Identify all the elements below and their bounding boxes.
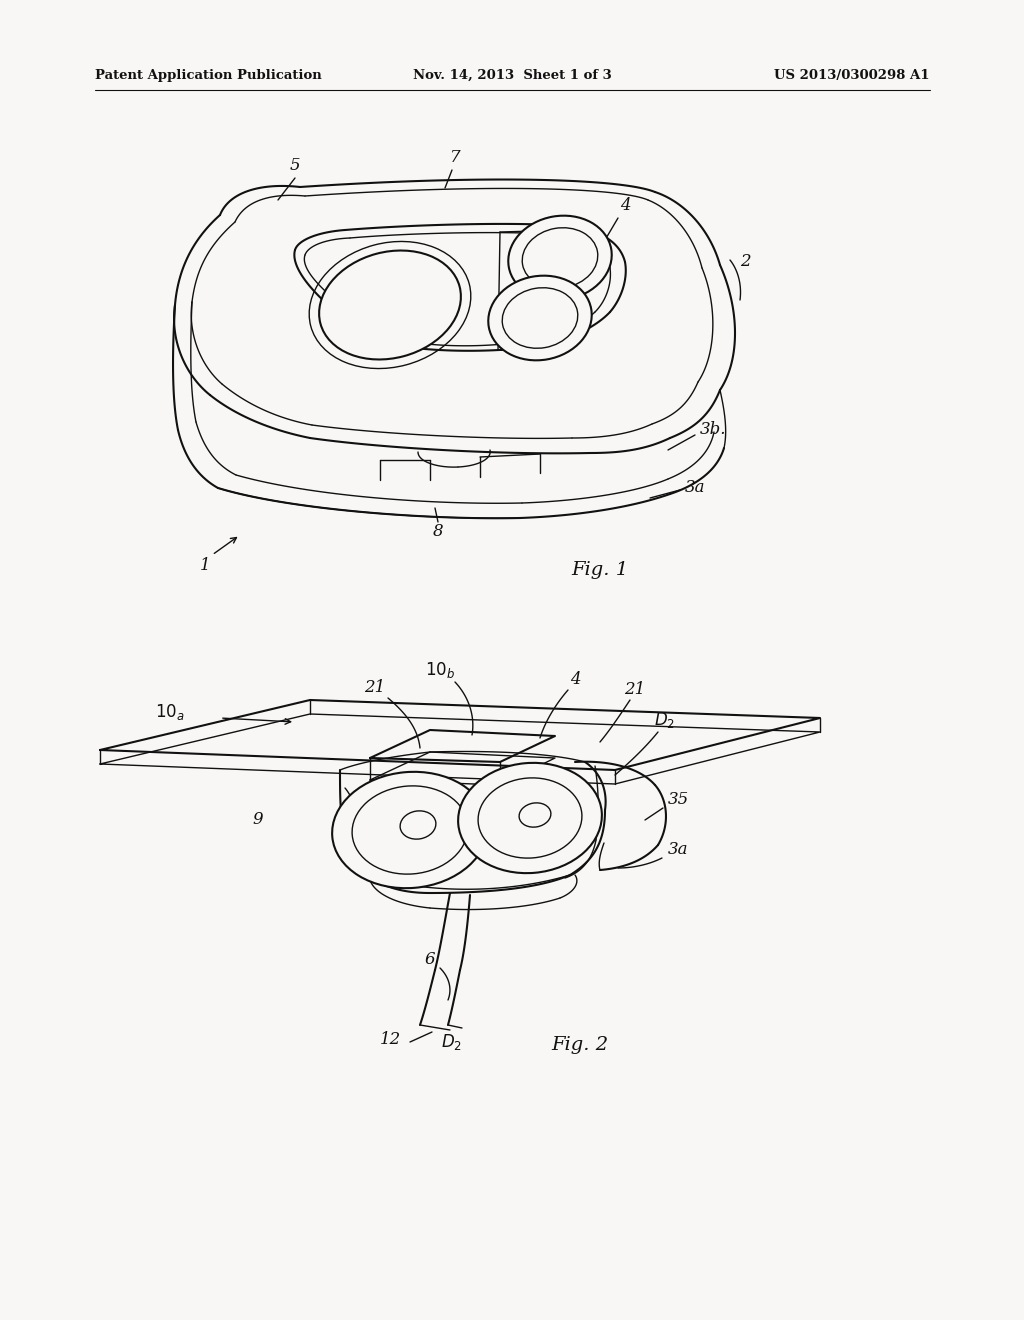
Text: 1: 1 — [200, 557, 210, 573]
Text: $10_a$: $10_a$ — [155, 702, 184, 722]
Ellipse shape — [332, 772, 487, 888]
Text: 3a: 3a — [668, 842, 688, 858]
Ellipse shape — [488, 276, 592, 360]
Text: 3b.: 3b. — [700, 421, 726, 438]
Text: 4: 4 — [620, 197, 631, 214]
Text: 35: 35 — [668, 792, 689, 808]
Text: $D_2$: $D_2$ — [441, 1032, 463, 1052]
Text: 21: 21 — [625, 681, 645, 698]
Text: Fig. 2: Fig. 2 — [552, 1036, 608, 1053]
Text: $D_2$: $D_2$ — [654, 710, 676, 730]
Text: 21: 21 — [365, 680, 386, 697]
Text: 8: 8 — [433, 524, 443, 540]
Text: Patent Application Publication: Patent Application Publication — [95, 69, 322, 82]
Text: 3a: 3a — [685, 479, 706, 496]
Text: $10_b$: $10_b$ — [425, 660, 455, 680]
Text: 5: 5 — [290, 157, 300, 173]
Text: 12: 12 — [379, 1031, 400, 1048]
Ellipse shape — [319, 251, 461, 359]
Text: 2: 2 — [739, 253, 751, 271]
Text: Nov. 14, 2013  Sheet 1 of 3: Nov. 14, 2013 Sheet 1 of 3 — [413, 69, 611, 82]
Text: Fig. 1: Fig. 1 — [571, 561, 629, 579]
Text: 4: 4 — [569, 672, 581, 689]
Ellipse shape — [458, 763, 602, 873]
Text: US 2013/0300298 A1: US 2013/0300298 A1 — [774, 69, 930, 82]
Ellipse shape — [508, 215, 611, 301]
Text: 9: 9 — [253, 812, 263, 829]
Text: 6: 6 — [425, 952, 435, 969]
Text: 7: 7 — [450, 149, 461, 166]
